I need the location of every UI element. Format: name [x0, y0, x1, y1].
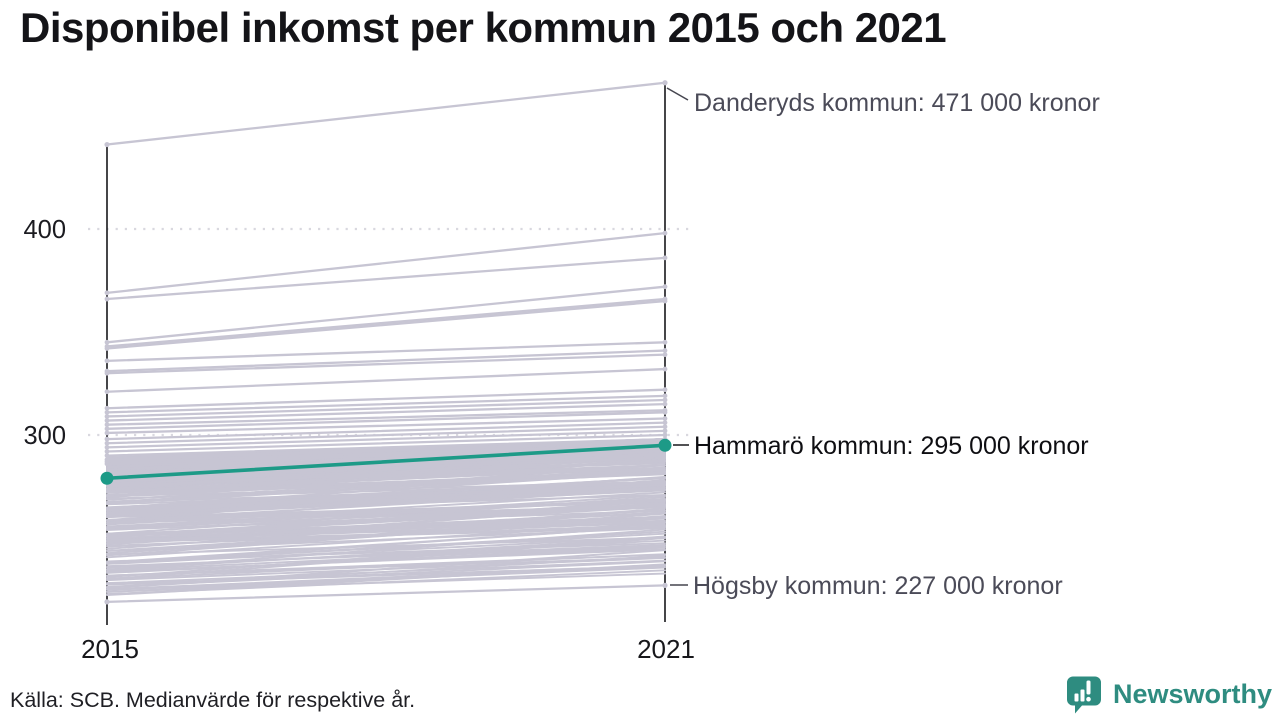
- annotation-hogsby: Högsby kommun: 227 000 kronor: [693, 572, 1063, 600]
- annotation-danderyd: Danderyds kommun: 471 000 kronor: [694, 89, 1100, 117]
- y-axis-label-400: 400: [23, 216, 66, 244]
- distinct-slope-lines: [104, 230, 668, 467]
- newsworthy-wordmark: Newsworthy: [1112, 679, 1272, 709]
- newsworthy-logo-icon: [1066, 676, 1101, 714]
- x-axis-label-2015: 2015: [81, 634, 139, 664]
- connector-danderyd: [666, 87, 689, 101]
- logo-exclamation-dot: [1086, 696, 1091, 702]
- logo-bar-small: [1074, 693, 1079, 702]
- logo-bar-medium: [1080, 689, 1085, 702]
- x-axis-label-2021: 2021: [637, 634, 695, 664]
- y-axis-label-300: 300: [23, 422, 66, 450]
- logo-exclamation-bar: [1086, 680, 1091, 695]
- source-note: Källa: SCB. Medianvärde för respektive å…: [10, 688, 416, 712]
- labeled-extreme-lines: [104, 80, 668, 605]
- annotation-hammaro: Hammarö kommun: 295 000 kronor: [694, 432, 1089, 460]
- chart-title: Disponibel inkomst per kommun 2015 och 2…: [20, 4, 947, 51]
- highlight-line-hammaro: [100, 438, 672, 485]
- newsworthy-logo: Newsworthy: [1064, 674, 1272, 715]
